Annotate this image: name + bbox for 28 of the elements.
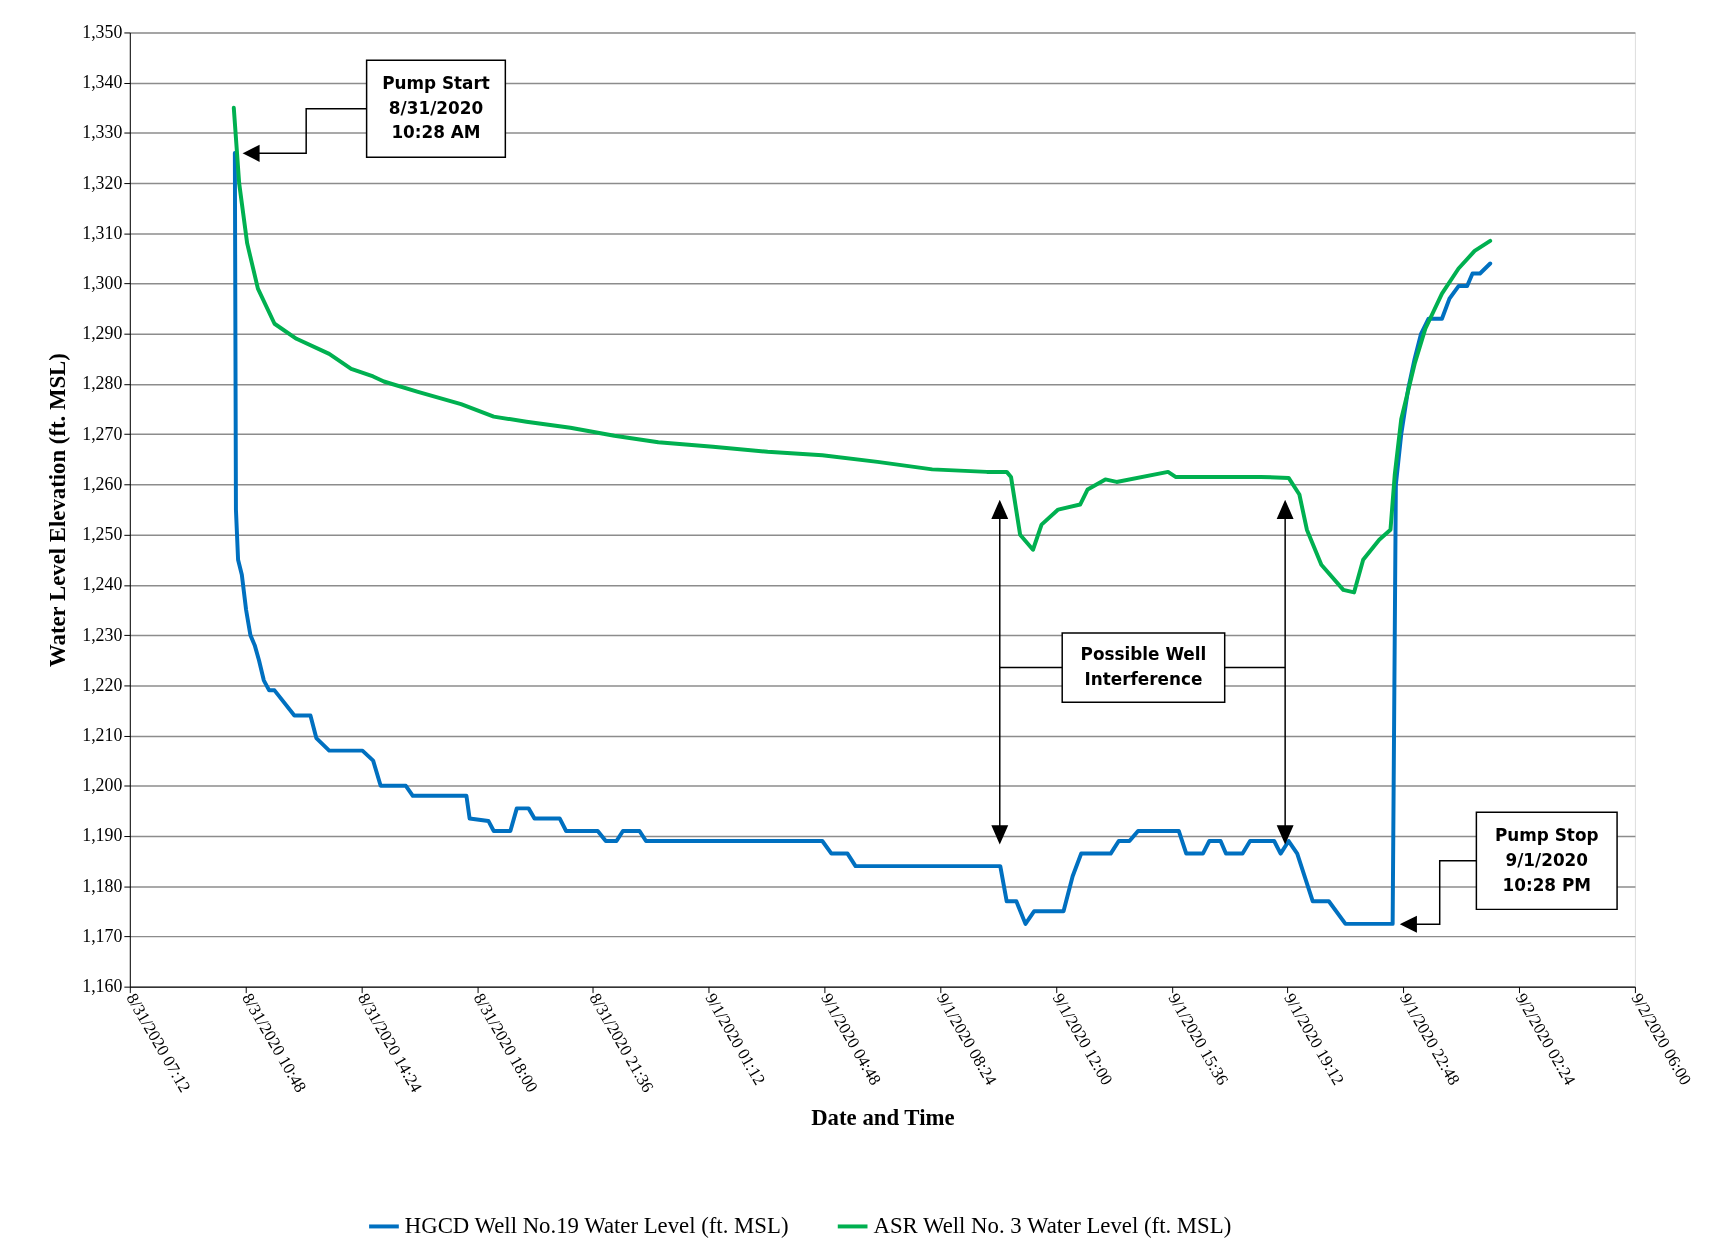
y-tick-label: 1,210 bbox=[82, 725, 123, 745]
y-tick-label: 1,170 bbox=[82, 925, 123, 946]
y-tick-label: 1,320 bbox=[82, 172, 123, 193]
annotation: Pump Start 8/31/2020 10:28 AM bbox=[382, 72, 490, 143]
y-tick-label: 1,280 bbox=[82, 373, 123, 394]
y-tick-label: 1,250 bbox=[82, 524, 123, 545]
line-series bbox=[232, 151, 1493, 926]
y-tick-label: 1,260 bbox=[82, 473, 123, 494]
y-tick-label: 1,190 bbox=[82, 825, 123, 846]
y-tick-label: 1,230 bbox=[82, 624, 123, 645]
y-tick-label: 1,310 bbox=[82, 222, 123, 243]
legend-label: ASR Well No. 3 Water Level (ft. MSL) bbox=[873, 1213, 1232, 1239]
annotation: Pump Stop 9/1/2020 10:28 PM bbox=[1494, 825, 1599, 895]
legend-label: HGCD Well No.19 Water Level (ft. MSL) bbox=[404, 1213, 789, 1239]
y-tick-label: 1,330 bbox=[82, 122, 123, 143]
y-tick-label: 1,240 bbox=[82, 574, 123, 595]
y-tick-label: 1,290 bbox=[82, 323, 123, 344]
y-tick-label: 1,340 bbox=[82, 72, 123, 93]
y-tick-label: 1,350 bbox=[82, 21, 123, 42]
y-tick-label: 1,220 bbox=[82, 674, 123, 695]
y-axis-title: Water Level Elevation (ft. MSL) bbox=[45, 353, 71, 667]
y-tick-label: 1,200 bbox=[82, 775, 123, 796]
y-tick-label: 1,180 bbox=[82, 875, 123, 896]
y-tick-label: 1,300 bbox=[82, 273, 123, 294]
annotation: Possible Well Interference bbox=[1080, 644, 1207, 689]
y-tick-label: 1,270 bbox=[82, 423, 123, 444]
y-tick-label: 1,160 bbox=[82, 976, 123, 997]
x-axis-title: Date and Time bbox=[811, 1104, 955, 1130]
